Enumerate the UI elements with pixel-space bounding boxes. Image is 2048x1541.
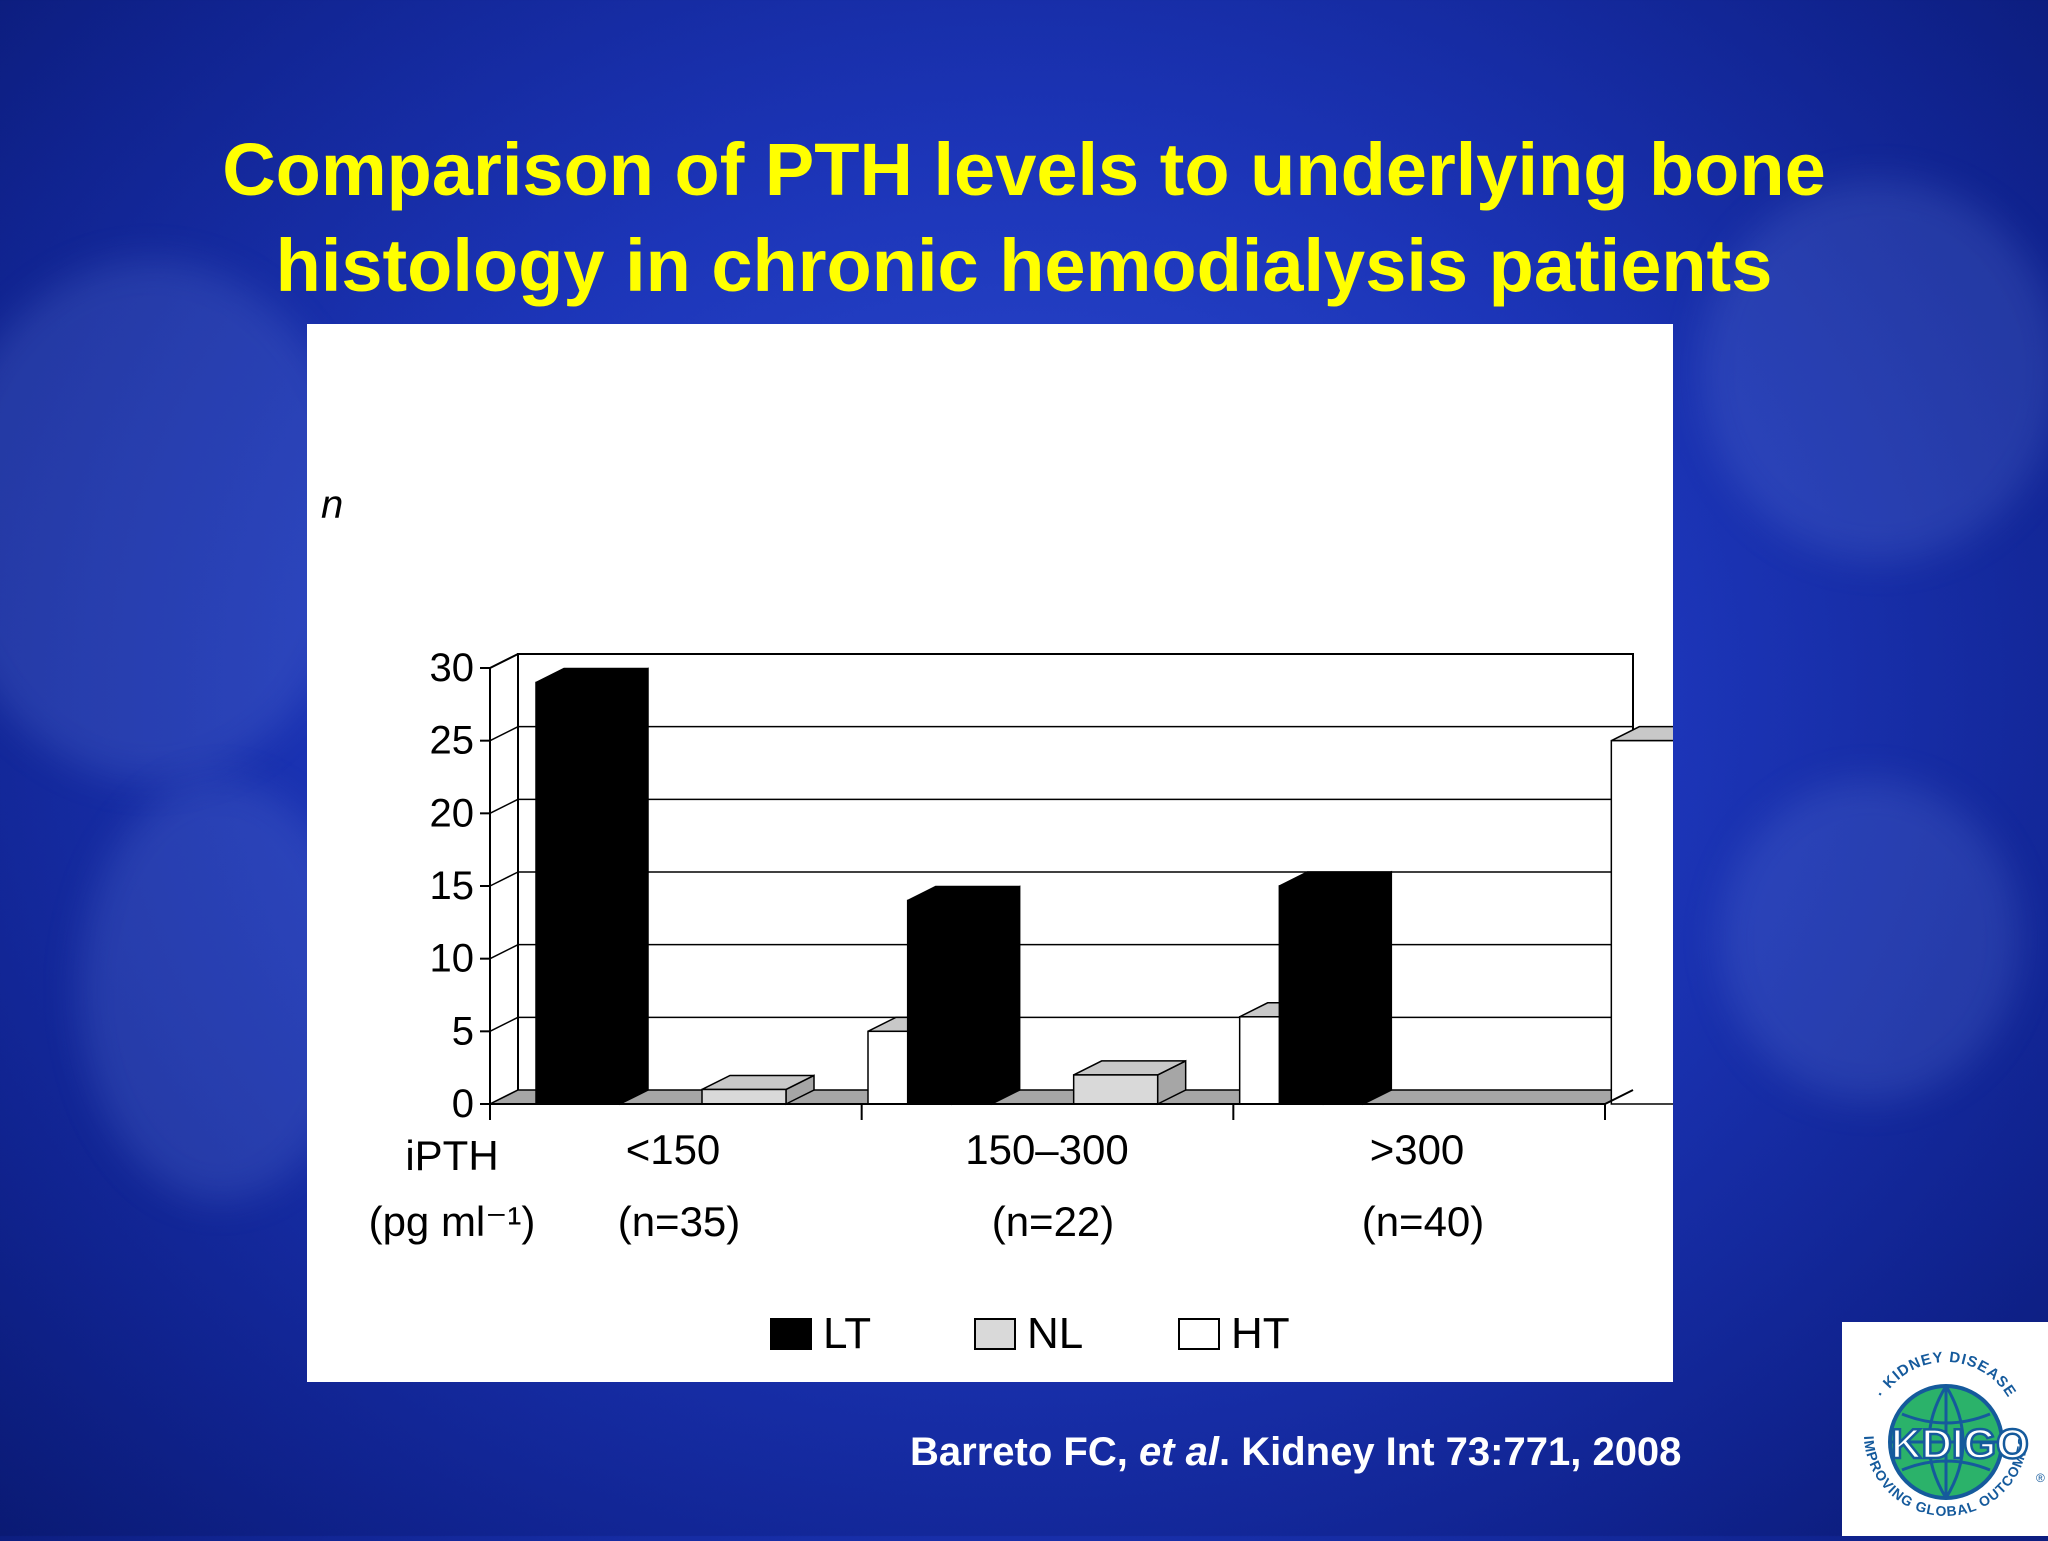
gridline-depth (489, 798, 519, 815)
slide-title-line-2: histology in chronic hemodialysis patien… (275, 224, 1773, 307)
citation: Barreto FC, et al. Kidney Int 73:771, 20… (910, 1430, 1681, 1475)
background-map-shape (1720, 780, 2020, 1100)
x-category-label: <150 (626, 1126, 721, 1173)
legend-label-lt: LT (823, 1309, 871, 1358)
bar-ht (1610, 739, 1673, 1105)
gridline-depth (489, 1016, 519, 1033)
logo-registered-mark: ® (2036, 1471, 2045, 1485)
legend-swatch-lt (770, 1318, 812, 1350)
bar-side-lt (990, 885, 1021, 1106)
bar-lt (1278, 885, 1365, 1105)
y-tick-label: 30 (430, 646, 475, 690)
legend-swatch-ht (1178, 1318, 1220, 1350)
gridline-depth (489, 871, 519, 887)
legend-swatch-nl (974, 1318, 1016, 1350)
slide-title-line-1: Comparison of PTH levels to underlying b… (222, 128, 1826, 211)
citation-authors: Barreto FC, (910, 1430, 1139, 1474)
bar-nl (701, 1088, 787, 1105)
gridline-depth (489, 725, 519, 742)
bar-nl (1072, 1074, 1159, 1105)
bar-side-lt (1362, 870, 1393, 1106)
bar-lt (535, 681, 621, 1105)
y-tick-label: 0 (452, 1082, 474, 1126)
y-axis-depth (489, 653, 519, 669)
y-tick-label: 15 (430, 864, 475, 908)
gridline-depth (489, 943, 519, 960)
chart-panel: 0 5 10 15 20 25 30 n <150 (n=35) 150–300 (n=22) >300… (307, 324, 1673, 1382)
bar-top-ht (1610, 725, 1673, 742)
bar-side-lt (619, 667, 649, 1106)
kdigo-logo: · KIDNEY DISEASE IMPROVING GLOBAL OUTCOM… (1842, 1322, 2048, 1536)
x-category-label: >300 (1370, 1126, 1465, 1173)
y-axis-label: n (321, 483, 343, 527)
citation-journal: . Kidney Int 73:771, 2008 (1218, 1430, 1682, 1474)
y-tick-label: 25 (430, 719, 475, 763)
y-tick-label: 10 (430, 937, 475, 981)
x-category-label: 150–300 (965, 1126, 1129, 1173)
logo-globe-grid (1890, 1385, 2002, 1499)
slide-title: Comparison of PTH levels to underlying b… (0, 122, 2048, 314)
x-axis-label-line-2: (pg ml⁻¹) (369, 1198, 536, 1245)
x-category-sublabel: (n=35) (618, 1198, 741, 1245)
x-axis-depth (1604, 1089, 1634, 1105)
x-axis-label-line-1: iPTH (405, 1132, 498, 1179)
background-map-shape (0, 260, 360, 780)
y-tick-label: 20 (430, 791, 475, 835)
x-category-sublabel: (n=40) (1362, 1198, 1485, 1245)
y-tick-label: 5 (452, 1009, 474, 1053)
bar-chart: 0 5 10 15 20 25 30 n <150 (n=35) 150–300 (n=22) >300… (321, 483, 1673, 1358)
logo-wordmark: KDIGO (1891, 1420, 2029, 1467)
background-map-shape (1700, 180, 2048, 560)
bar-lt (906, 899, 993, 1105)
legend-label-nl: NL (1027, 1309, 1083, 1358)
citation-etal: et al (1138, 1430, 1219, 1474)
x-category-sublabel: (n=22) (992, 1198, 1115, 1245)
legend-label-ht: HT (1231, 1309, 1290, 1358)
chart-floor (489, 1089, 1634, 1105)
